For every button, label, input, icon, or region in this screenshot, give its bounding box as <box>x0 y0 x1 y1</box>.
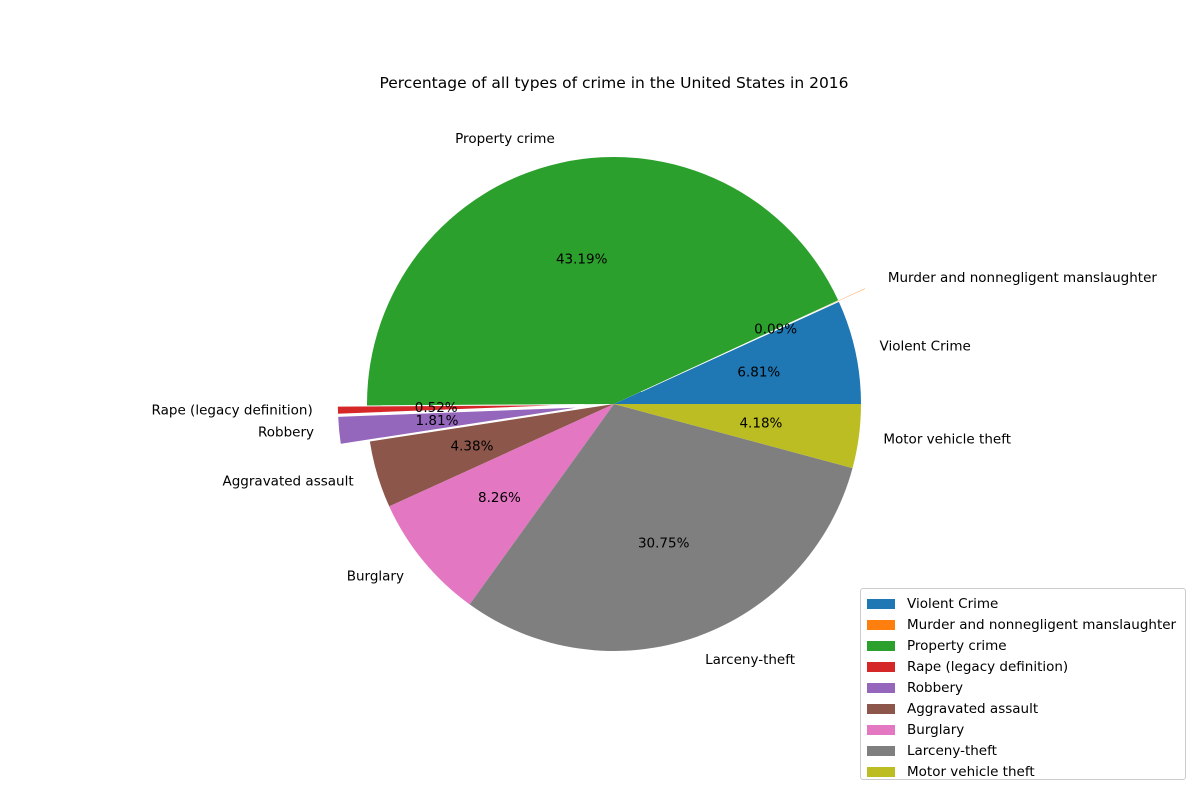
pie-slice-robbery <box>337 406 585 445</box>
legend-item-murder-and-nonnegligent-manslaughter: Murder and nonnegligent manslaughter <box>867 614 1179 635</box>
legend-swatch <box>867 619 895 630</box>
legend-swatch <box>867 766 895 777</box>
legend-item-motor-vehicle-theft: Motor vehicle theft <box>867 761 1179 782</box>
pct-label-motor-vehicle-theft: 4.18% <box>739 415 782 431</box>
legend-label: Aggravated assault <box>907 700 1039 717</box>
legend-item-property-crime: Property crime <box>867 635 1179 656</box>
chart-title: Percentage of all types of crime in the … <box>379 74 848 92</box>
pie-slice-motor-vehicle-theft <box>614 404 861 469</box>
legend-swatch <box>867 703 895 714</box>
legend-swatch <box>867 745 895 756</box>
legend-item-aggravated-assault: Aggravated assault <box>867 698 1179 719</box>
pie-slice-rape-legacy-definition <box>336 404 585 415</box>
pct-label-violent-crime: 6.81% <box>737 365 780 381</box>
category-label-violent-crime: Violent Crime <box>880 338 971 354</box>
pie-slices <box>336 156 867 651</box>
pie-slice-aggravated-assault <box>369 404 614 507</box>
legend-label: Robbery <box>907 679 964 696</box>
legend-label: Burglary <box>907 721 965 738</box>
pct-label-rape-legacy-definition: 0.52% <box>415 400 458 416</box>
legend-item-robbery: Robbery <box>867 677 1179 698</box>
legend-label: Motor vehicle theft <box>907 763 1035 780</box>
legend-swatch <box>867 640 895 651</box>
category-label-burglary: Burglary <box>347 568 404 584</box>
pct-label-burglary: 8.26% <box>478 490 521 506</box>
category-label-aggravated-assault: Aggravated assault <box>223 474 354 490</box>
legend-label: Rape (legacy definition) <box>907 658 1069 675</box>
category-label-property-crime: Property crime <box>455 131 555 147</box>
pct-label-aggravated-assault: 4.38% <box>451 438 494 454</box>
legend-swatch <box>867 661 895 672</box>
legend-item-burglary: Burglary <box>867 719 1179 740</box>
legend-label: Larceny-theft <box>907 742 997 759</box>
legend-swatch <box>867 724 895 735</box>
legend-swatch <box>867 598 895 609</box>
pie-slice-murder-and-nonnegligent-manslaughter <box>640 287 867 393</box>
category-label-murder-and-nonnegligent-manslaughter: Murder and nonnegligent manslaughter <box>888 270 1158 286</box>
pct-label-robbery: 1.81% <box>416 413 459 429</box>
legend-item-rape-legacy-definition: Rape (legacy definition) <box>867 656 1179 677</box>
category-label-rape-legacy-definition: Rape (legacy definition) <box>152 403 313 419</box>
category-label-robbery: Robbery <box>258 425 314 441</box>
pie-slice-violent-crime <box>614 301 861 404</box>
pct-label-larceny-theft: 30.75% <box>638 536 690 552</box>
pct-label-murder-and-nonnegligent-manslaughter: 0.09% <box>754 322 797 338</box>
pct-label-property-crime: 43.19% <box>556 251 608 267</box>
pie-slice-property-crime <box>367 156 839 406</box>
legend-swatch <box>867 682 895 693</box>
pie-slice-larceny-theft <box>469 404 853 651</box>
category-label-larceny-theft: Larceny-theft <box>705 652 795 668</box>
legend-label: Property crime <box>907 637 1007 654</box>
pie-slice-burglary <box>389 404 614 605</box>
legend: Violent Crime Murder and nonnegligent man… <box>860 588 1186 780</box>
legend-label: Murder and nonnegligent manslaughter <box>907 616 1177 633</box>
legend-label: Violent Crime <box>907 595 999 612</box>
legend-item-larceny-theft: Larceny-theft <box>867 740 1179 761</box>
category-label-motor-vehicle-theft: Motor vehicle theft <box>883 432 1011 448</box>
legend-item-violent-crime: Violent Crime <box>867 593 1179 614</box>
pie-labels: 6.81% Violent Crime 0.09% Murder and nonneg… <box>152 131 1158 668</box>
